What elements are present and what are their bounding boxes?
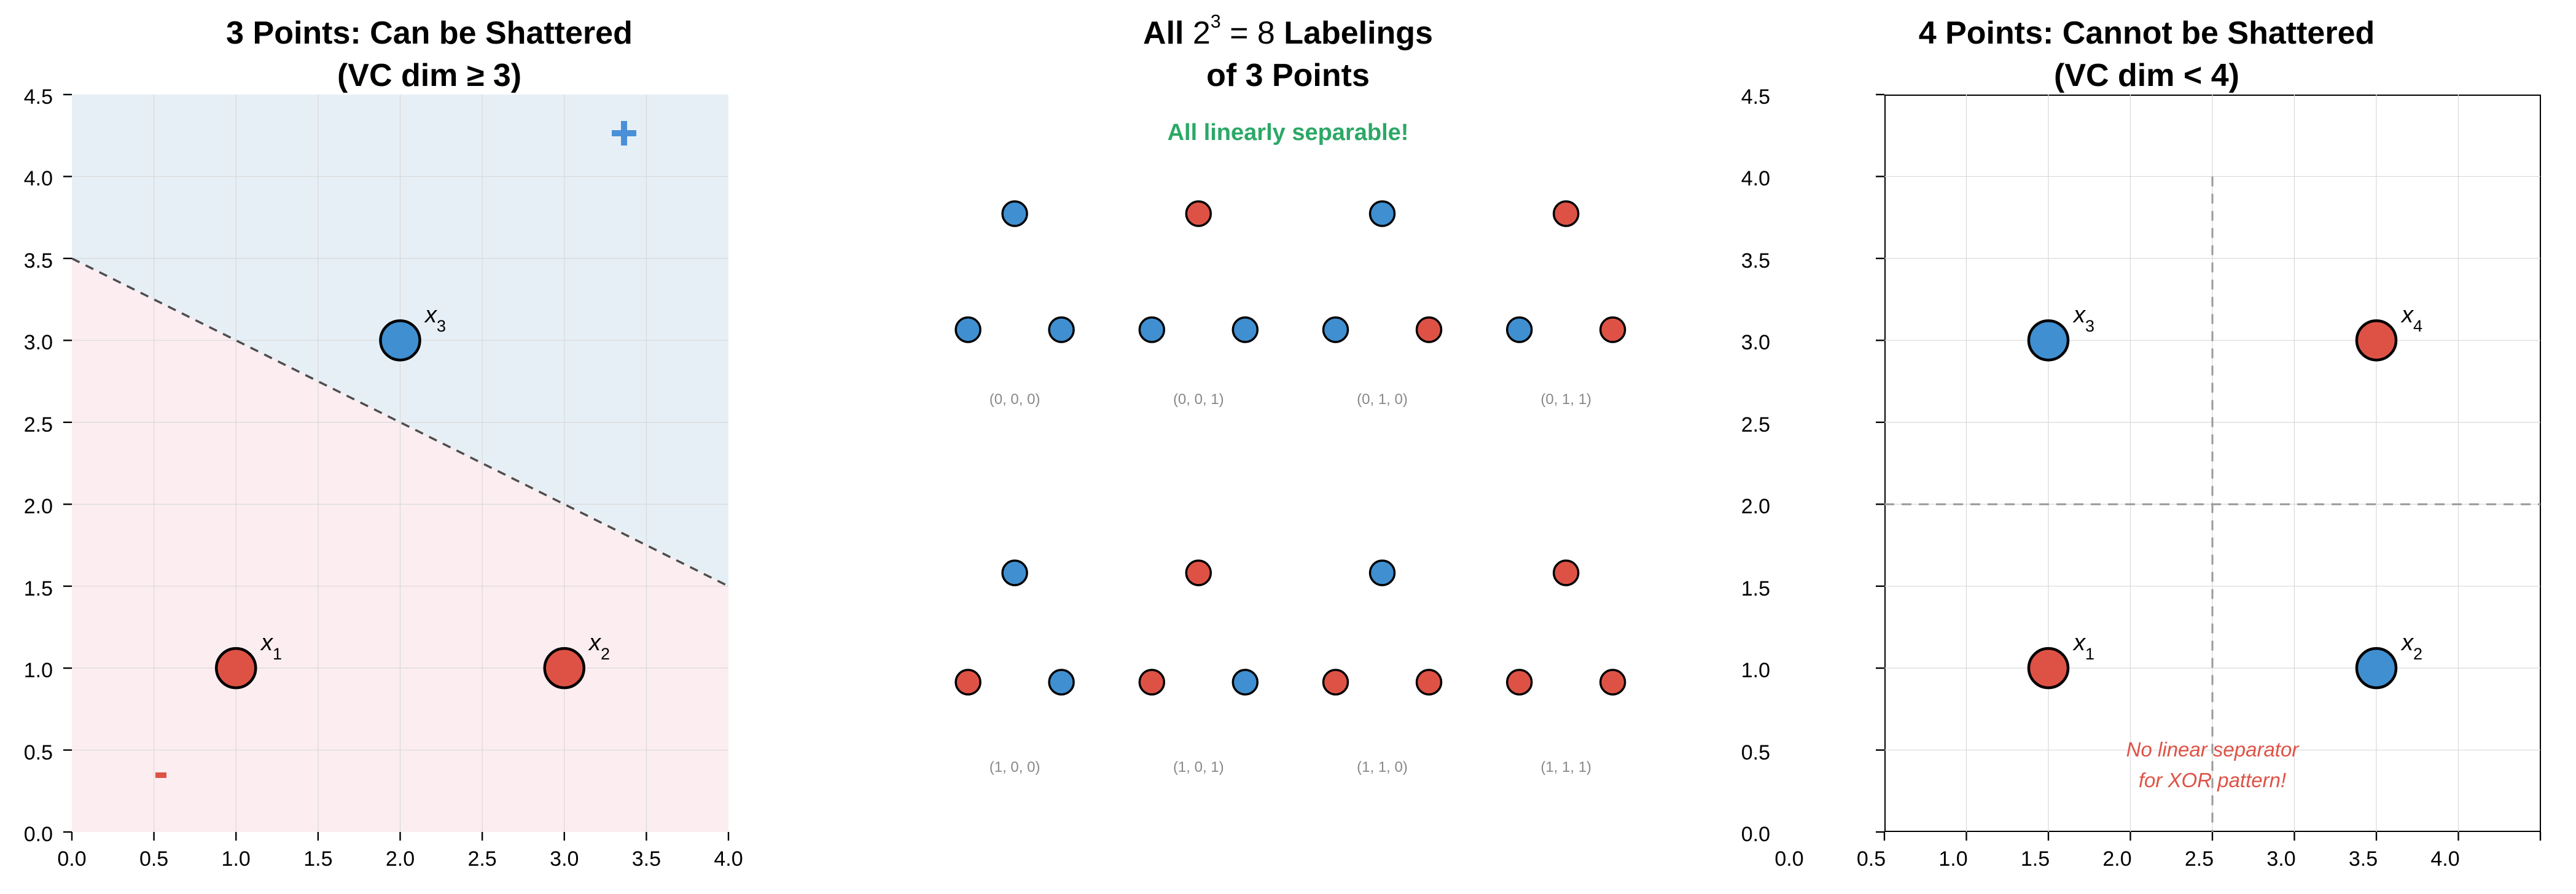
svg-text:(1, 0, 1): (1, 0, 1) [1173, 759, 1224, 775]
svg-text:x2: x2 [2400, 630, 2422, 663]
svg-text:x1: x1 [2072, 630, 2094, 663]
svg-text:x4: x4 [2400, 302, 2422, 335]
svg-text:(0, 1, 1): (0, 1, 1) [1540, 391, 1591, 408]
svg-text:No linear separator: No linear separator [2126, 738, 2300, 761]
svg-text:(1, 0, 0): (1, 0, 0) [989, 759, 1040, 775]
svg-text:(0, 0, 0): (0, 0, 0) [989, 391, 1040, 408]
svg-text:(1, 1, 0): (1, 1, 0) [1357, 759, 1408, 775]
svg-text:(0, 1, 0): (0, 1, 0) [1357, 391, 1408, 408]
svg-text:(0, 0, 1): (0, 0, 1) [1173, 391, 1224, 408]
svg-text:for XOR pattern!: for XOR pattern! [2139, 769, 2286, 791]
svg-text:x3: x3 [2072, 302, 2094, 335]
svg-text:(1, 1, 1): (1, 1, 1) [1540, 759, 1591, 775]
